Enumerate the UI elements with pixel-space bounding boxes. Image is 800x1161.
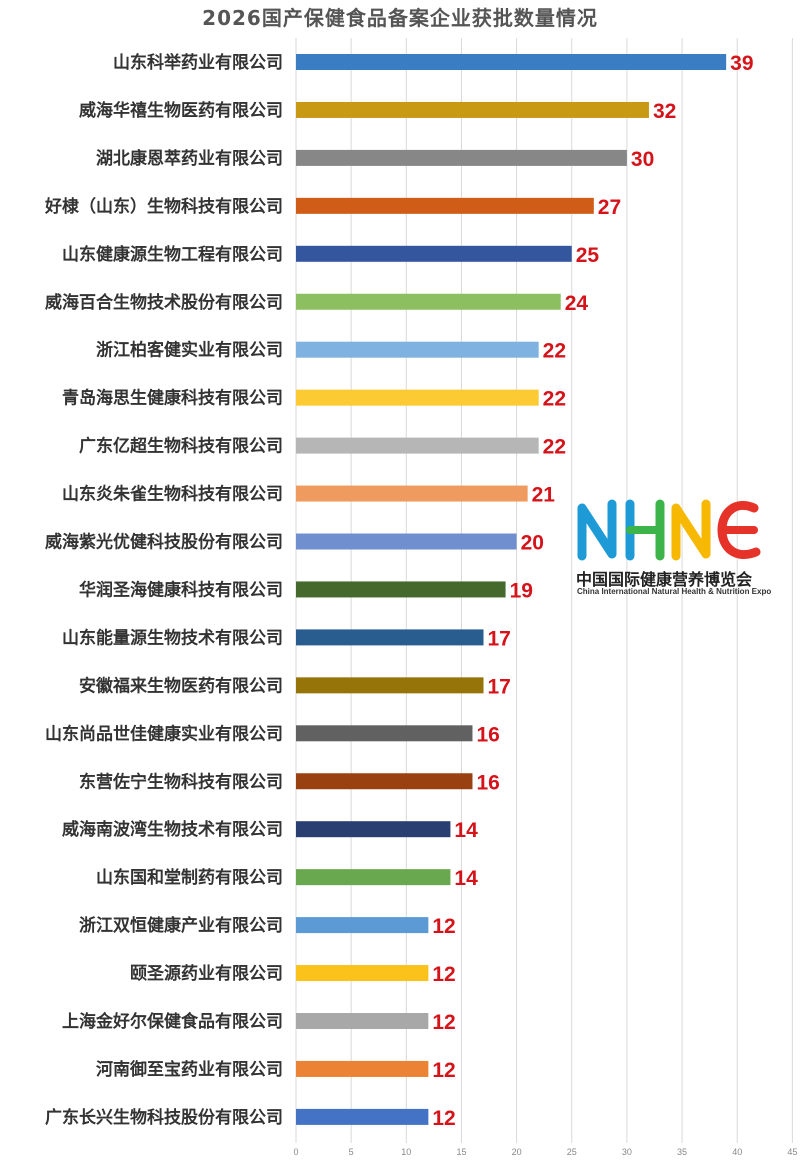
category-label: 好棣（山东）生物科技有限公司 <box>44 196 283 217</box>
category-label: 上海金好尔保健食品有限公司 <box>62 1011 283 1032</box>
bar <box>296 341 539 358</box>
x-tick-label: 0 <box>293 1147 298 1157</box>
value-label: 12 <box>432 1059 455 1082</box>
value-label: 14 <box>454 819 478 842</box>
value-label: 22 <box>543 436 566 459</box>
logo-caption: 中国国际健康营养博览会 <box>576 570 753 589</box>
category-label: 山东国和堂制药有限公司 <box>96 867 283 888</box>
nhne-logo <box>576 498 772 598</box>
category-label: 华润圣海健康科技有限公司 <box>79 579 283 600</box>
value-label: 12 <box>432 915 455 938</box>
value-label: 17 <box>488 675 511 698</box>
x-tick-label: 20 <box>512 1147 522 1157</box>
value-label: 12 <box>432 1107 455 1130</box>
value-label: 32 <box>653 100 676 123</box>
category-label: 青岛海思生健康科技有限公司 <box>62 388 283 409</box>
category-label: 威海百合生物技术股份有限公司 <box>45 292 283 313</box>
value-label: 12 <box>432 963 455 986</box>
x-tick-label: 35 <box>677 1147 687 1157</box>
chart-title: 2026国产保健食品备案企业获批数量情况 <box>202 6 598 30</box>
x-tick-label: 30 <box>622 1147 632 1157</box>
value-label: 12 <box>432 1011 455 1034</box>
logo-subcaption: China International Natural Health & Nut… <box>577 587 772 596</box>
value-label: 16 <box>476 723 499 746</box>
value-label: 14 <box>454 867 478 890</box>
nhne-logo-mark <box>577 499 761 561</box>
bar <box>296 629 484 646</box>
category-label: 河南御至宝药业有限公司 <box>96 1059 283 1080</box>
bar <box>296 533 517 550</box>
category-label: 广东亿超生物科技有限公司 <box>79 436 283 457</box>
category-label: 山东炎朱雀生物科技有限公司 <box>62 484 283 505</box>
value-label: 39 <box>730 52 753 75</box>
x-tick-label: 40 <box>732 1147 742 1157</box>
value-label: 17 <box>488 627 511 650</box>
value-label: 21 <box>532 484 556 507</box>
category-label: 威海南波湾生物技术有限公司 <box>62 819 283 840</box>
value-label: 25 <box>576 244 600 267</box>
bar <box>296 965 429 982</box>
category-label: 东营佐宁生物科技有限公司 <box>79 771 283 792</box>
bar <box>296 1013 429 1029</box>
category-label: 山东尚品世佳健康实业有限公司 <box>45 723 283 744</box>
value-label: 30 <box>631 148 654 171</box>
bar <box>296 485 528 502</box>
category-label: 山东健康源生物工程有限公司 <box>62 244 283 265</box>
bar <box>296 101 649 118</box>
value-label: 19 <box>510 579 533 602</box>
x-tick-label: 45 <box>787 1147 797 1157</box>
value-label: 27 <box>598 196 621 219</box>
value-label: 22 <box>543 388 566 411</box>
bar <box>296 1060 429 1077</box>
bar <box>296 821 451 838</box>
bar <box>296 869 451 886</box>
value-label: 24 <box>565 292 589 315</box>
category-label: 广东长兴生物科技股份有限公司 <box>45 1107 283 1128</box>
bar <box>296 725 473 742</box>
x-tick-label: 10 <box>401 1147 411 1157</box>
category-label: 颐圣源药业有限公司 <box>130 963 283 984</box>
bar <box>296 677 484 694</box>
value-label: 20 <box>521 532 544 555</box>
category-label: 山东科举药业有限公司 <box>113 52 283 73</box>
bar <box>296 581 506 598</box>
category-label: 山东能量源生物技术有限公司 <box>62 627 283 648</box>
category-label: 威海紫光优健科技股份有限公司 <box>45 532 283 553</box>
bar <box>296 389 539 406</box>
bar <box>296 54 727 70</box>
bar <box>296 773 473 790</box>
category-label: 威海华禧生物医药有限公司 <box>79 100 283 121</box>
x-tick-label: 5 <box>349 1147 354 1157</box>
bar <box>296 197 594 214</box>
bar <box>296 917 429 934</box>
bar <box>296 437 539 454</box>
x-tick-label: 15 <box>456 1147 466 1157</box>
bar <box>296 149 627 166</box>
bars <box>296 54 727 1125</box>
value-label: 16 <box>476 771 499 794</box>
value-label: 22 <box>543 340 566 363</box>
category-label: 浙江双恒健康产业有限公司 <box>79 915 283 936</box>
category-label: 浙江柏客健实业有限公司 <box>96 340 283 361</box>
bar <box>296 245 572 262</box>
labels: 0 5 10 15 20 25 30 35 40 45 山东科举药业有限公司 39 威海华禧生物医药有限… <box>44 52 797 1157</box>
x-tick-label: 25 <box>567 1147 577 1157</box>
category-label: 安徽福来生物医药有限公司 <box>79 675 283 696</box>
bar <box>296 293 561 310</box>
category-label: 湖北康恩萃药业有限公司 <box>96 148 283 169</box>
bar <box>296 1108 429 1125</box>
